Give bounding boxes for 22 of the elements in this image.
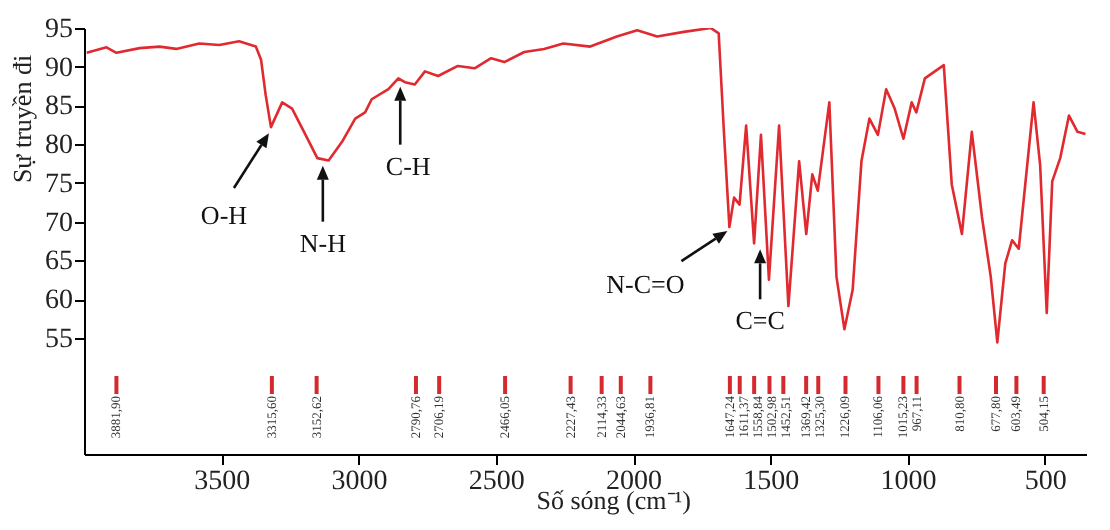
x-tick-label: 2500 bbox=[468, 467, 525, 497]
annotation: N-C=O bbox=[606, 269, 685, 300]
y-axis-title: Sự truyền đi bbox=[7, 54, 37, 184]
y-tick-label: 60 bbox=[45, 286, 73, 317]
annotation: O-H bbox=[200, 199, 248, 230]
y-tick-label: 80 bbox=[45, 131, 73, 162]
x-tick-label: 3500 bbox=[194, 467, 251, 497]
x-tick-label: 3000 bbox=[331, 467, 388, 497]
x-tick-label: 1500 bbox=[743, 467, 800, 497]
x-tick-label: 1000 bbox=[880, 467, 937, 497]
annotation: C=C bbox=[735, 305, 785, 336]
x-tick-label: 500 bbox=[1024, 467, 1067, 497]
annotation: C-H bbox=[385, 150, 431, 181]
y-tick-label: 65 bbox=[45, 247, 73, 278]
y-tick-label: 95 bbox=[45, 15, 73, 45]
y-tick-label: 70 bbox=[45, 208, 73, 239]
y-tick-label: 75 bbox=[45, 169, 73, 200]
annotation: N-H bbox=[299, 227, 346, 258]
line-series bbox=[85, 28, 1086, 344]
y-tick-label: 55 bbox=[45, 324, 73, 355]
y-tick-label: 85 bbox=[45, 92, 73, 123]
y-tick-label: 90 bbox=[45, 53, 73, 84]
